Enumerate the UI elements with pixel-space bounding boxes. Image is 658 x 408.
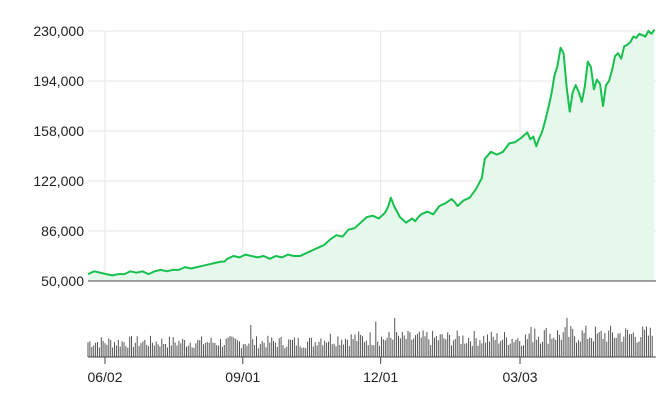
y-tick-label: 158,000 — [33, 123, 84, 139]
price-area-fill — [88, 29, 655, 281]
x-axis-ticks: 06/02 09/01 12/01 03/03 — [87, 357, 538, 385]
y-tick-label: 122,000 — [33, 173, 84, 189]
price-line — [87, 29, 656, 277]
y-tick-label: 86,000 — [41, 223, 84, 239]
x-tick-label: 12/01 — [363, 369, 398, 385]
x-tick-label: 09/01 — [225, 369, 260, 385]
y-tick-label: 230,000 — [33, 23, 84, 39]
x-tick-label: 03/03 — [502, 369, 537, 385]
y-tick-label: 194,000 — [33, 73, 84, 89]
y-axis-ticks: 230,000 194,000 158,000 122,000 86,000 50,000 — [33, 23, 84, 289]
x-tick-label: 06/02 — [87, 369, 122, 385]
volume-bars — [87, 317, 653, 357]
y-tick-label: 50,000 — [41, 273, 84, 289]
